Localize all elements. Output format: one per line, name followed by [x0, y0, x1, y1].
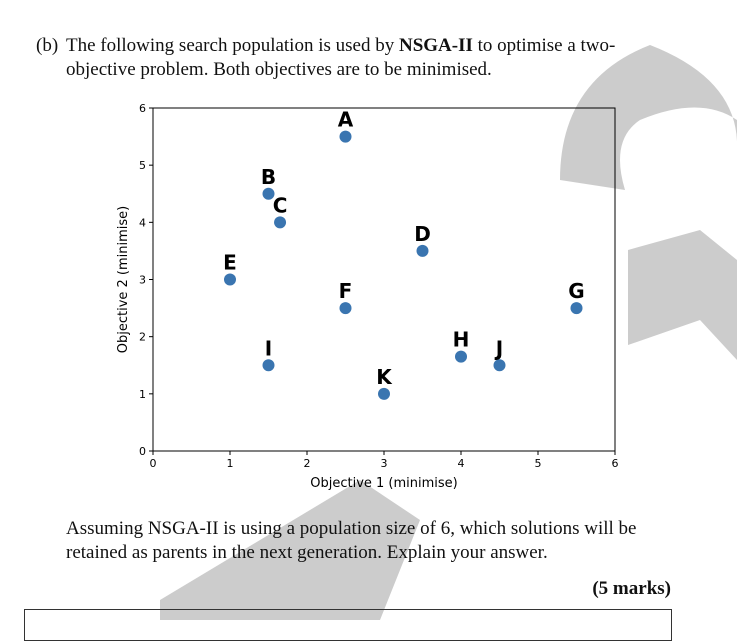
- point-label-e: E: [223, 251, 237, 275]
- scatter-chart: 0 1 2 3 4 5 6 0 1 2 3 4 5 6 Objective 1 (minimise) Obje…: [116, 102, 619, 491]
- y-tick-label: 4: [139, 216, 146, 229]
- point-label-c: C: [273, 193, 288, 217]
- y-tick-label: 0: [139, 445, 146, 458]
- x-tick-label: 6: [612, 457, 619, 470]
- point-label-j: J: [494, 336, 503, 360]
- data-point-k: [378, 387, 390, 400]
- answer-box[interactable]: [24, 609, 672, 641]
- x-tick-label: 1: [227, 457, 234, 470]
- y-tick-label: 6: [139, 102, 146, 115]
- point-label-a: A: [338, 108, 354, 132]
- data-point-a: [339, 130, 352, 143]
- watermark-shape-bottom: [160, 480, 420, 620]
- data-point-i: [262, 359, 275, 372]
- data-point-j: [493, 359, 506, 372]
- x-tick-label: 3: [381, 457, 388, 470]
- data-point-h: [455, 350, 467, 363]
- x-axis-label: Objective 1 (minimise): [310, 476, 458, 491]
- point-label-i: I: [265, 336, 272, 360]
- watermark: [160, 45, 737, 620]
- y-tick-label: 1: [139, 388, 146, 401]
- x-tick-label: 5: [535, 457, 542, 470]
- x-tick-label: 2: [304, 457, 311, 470]
- data-point-d: [416, 244, 429, 257]
- point-label-g: G: [568, 279, 584, 303]
- y-tick-label: 5: [139, 159, 146, 172]
- watermark-shape-top: [560, 45, 737, 190]
- marks-label: (5 marks): [592, 578, 671, 599]
- point-label-b: B: [261, 165, 276, 189]
- data-point-b: [262, 187, 275, 200]
- data-point-c: [274, 216, 287, 229]
- data-point-e: [224, 273, 236, 286]
- data-point-g: [570, 302, 583, 315]
- question-prompt: Assuming NSGA-II is using a population s…: [66, 518, 637, 563]
- question-text-after: to optimise a two-objective problem. Bot…: [66, 35, 616, 80]
- question-text-before: The following search population is used …: [66, 35, 399, 56]
- point-label-d: D: [414, 222, 431, 246]
- question-text: The following search population is used …: [66, 34, 676, 82]
- y-tick-label: 3: [139, 274, 146, 287]
- watermark-shape-right: [628, 230, 737, 360]
- y-axis-label: Objective 2 (minimise): [116, 206, 131, 354]
- y-tick-label: 2: [139, 331, 146, 344]
- algorithm-name: NSGA-II: [398, 35, 473, 56]
- point-label-k: K: [376, 365, 393, 389]
- x-tick-label: 4: [458, 457, 465, 470]
- data-point-f: [339, 302, 352, 315]
- point-label-h: H: [453, 328, 470, 352]
- x-tick-label: 0: [150, 457, 157, 470]
- question-label: (b): [36, 35, 59, 56]
- point-label-f: F: [339, 279, 353, 303]
